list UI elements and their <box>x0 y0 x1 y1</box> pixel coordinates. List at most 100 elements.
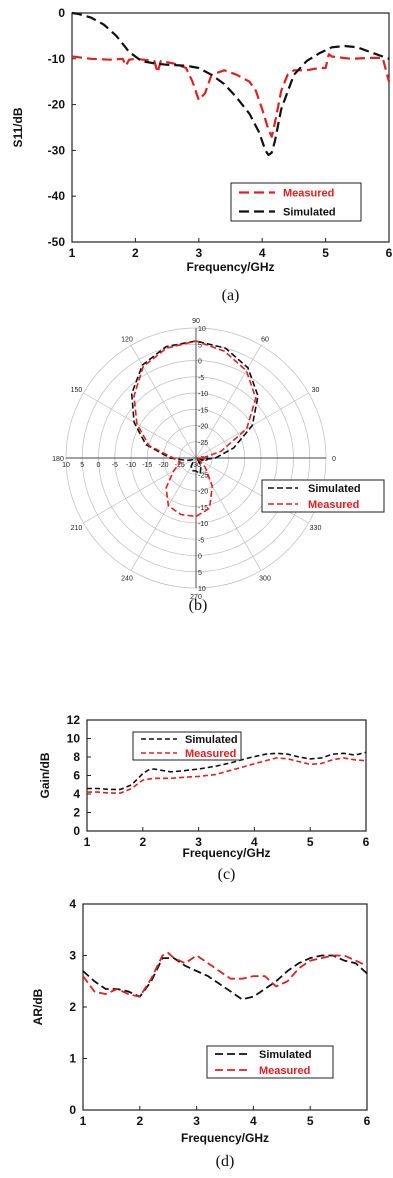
angle-label: 0 <box>332 456 336 463</box>
y-axis-title: AR/dB <box>31 988 45 1025</box>
chart-d: 1 2 3 4 5 601234Frequency/GHzAR/dBSimulatedMe… <box>31 897 371 1170</box>
legend-box <box>230 182 362 222</box>
series-line-measured <box>82 952 368 998</box>
x-tick-label: 6 <box>364 1114 371 1128</box>
y-tick-label: 0 <box>73 824 80 838</box>
radial-tick-label-bottom: 5 <box>198 570 202 577</box>
legend: Simulated Measured <box>206 1045 334 1079</box>
angle-label: 210 <box>71 525 83 532</box>
radial-tick-label-top: -25 <box>198 440 208 447</box>
radial-tick-label-top: 5 <box>198 342 202 349</box>
radial-tick-label-bottom: -10 <box>198 521 208 528</box>
figure-caption: (a) <box>222 287 240 304</box>
legend-label: Simulated <box>259 1049 312 1061</box>
radial-tick-label-left: -25 <box>175 462 185 469</box>
radial-tick-label-left: 0 <box>97 462 101 469</box>
angle-label: 60 <box>261 336 269 343</box>
x-tick-label: 2 <box>139 835 146 849</box>
x-tick-label: 5 <box>322 246 329 260</box>
y-tick-label: 6 <box>73 769 80 783</box>
radial-tick-label-top: 10 <box>198 326 206 333</box>
y-tick-label: 4 <box>69 897 76 911</box>
x-tick-label: 1 <box>80 1114 87 1128</box>
polar-spoke <box>130 457 197 571</box>
radial-tick-label-bottom: -30 <box>198 456 208 463</box>
y-tick-label: 10 <box>67 732 81 746</box>
y-tick-label: 1 <box>69 1052 76 1066</box>
radial-tick-label-bottom: 0 <box>198 554 202 561</box>
y-axis-title: Gain/dB <box>38 752 52 798</box>
legend-label: Measured <box>283 188 334 200</box>
legend: Measured Simulated <box>230 182 362 222</box>
x-tick-label: 4 <box>250 1114 257 1128</box>
x-tick-label: 4 <box>251 835 258 849</box>
radial-tick-label-left: -5 <box>112 462 118 469</box>
angle-label: 90 <box>192 318 200 325</box>
y-tick-label: 8 <box>73 750 80 764</box>
x-tick-label: 2 <box>136 1114 143 1128</box>
angle-label: 180 <box>52 456 64 463</box>
angle-label: 330 <box>310 525 322 532</box>
x-axis-title: Frequency/GHz <box>182 846 270 860</box>
angle-label: 120 <box>121 336 133 343</box>
y-tick-label: 4 <box>73 787 80 801</box>
figure-caption: (d) <box>216 1153 235 1170</box>
y-tick-label: 0 <box>58 6 65 20</box>
series-line-measured <box>71 53 391 138</box>
radial-tick-label-top: -5 <box>198 375 204 382</box>
radial-tick-label-left: 5 <box>80 462 84 469</box>
plot-frame <box>82 903 368 1111</box>
legend-label: Simulated <box>308 483 361 495</box>
x-tick-label: 6 <box>363 835 370 849</box>
radial-tick-label-bottom: -20 <box>198 489 208 496</box>
radial-tick-label-top: -30 <box>198 456 208 463</box>
y-tick-label: -10 <box>48 52 66 66</box>
angle-label: 270 <box>190 594 202 601</box>
y-tick-label: -50 <box>48 235 66 249</box>
radial-tick-label-left: -20 <box>158 462 168 469</box>
figure-caption: (c) <box>218 866 236 883</box>
radial-tick-label-top: -10 <box>198 391 208 398</box>
legend-label: Measured <box>259 1065 310 1077</box>
angle-label: 150 <box>71 387 83 394</box>
radial-tick-label-left: -30 <box>191 462 201 469</box>
y-tick-label: 2 <box>69 1000 76 1014</box>
x-tick-label: 4 <box>259 246 266 260</box>
figure-caption: (b) <box>189 597 208 614</box>
legend: Simulated Measured <box>132 731 242 761</box>
y-tick-label: -20 <box>48 98 66 112</box>
x-axis-title: Frequency/GHz <box>181 1131 269 1145</box>
y-tick-label: 12 <box>67 713 81 727</box>
radial-tick-label-left: 10 <box>62 462 70 469</box>
x-tick-label: 5 <box>307 1114 314 1128</box>
angle-label: 300 <box>259 576 271 583</box>
chart-c: 1 2 3 4 5 6024681012Frequency/GHzGain/dBSimul… <box>38 713 370 883</box>
chart-a: 1 2 3 4 5 6 0 -10 -20 -30 -40 -50 Frequency/GHz S11/d… <box>11 6 393 304</box>
legend-label: Simulated <box>283 207 336 219</box>
y-tick-label: 2 <box>73 806 80 820</box>
plot-frame <box>71 12 390 243</box>
y-axis-title: S11/dB <box>11 107 25 147</box>
y-tick-label: -40 <box>48 189 66 203</box>
series-line-simulated <box>71 11 390 157</box>
legend-label: Simulated <box>185 734 238 746</box>
angle-label: 30 <box>312 387 320 394</box>
legend-label: Measured <box>185 748 236 760</box>
series-line-simulated <box>82 954 368 1001</box>
radial-tick-label-top: -15 <box>198 407 208 414</box>
series-line-measured <box>87 757 367 794</box>
x-tick-label: 3 <box>195 835 202 849</box>
x-tick-label: 6 <box>386 246 393 260</box>
x-tick-label: 1 <box>84 835 91 849</box>
radial-tick-label-left: -15 <box>142 462 152 469</box>
radial-tick-label-bottom: -25 <box>198 472 208 479</box>
legend-box <box>132 731 242 761</box>
legend-box <box>206 1045 334 1079</box>
series-line-simulated <box>87 751 367 791</box>
x-axis-title: Frequency/GHz <box>186 260 274 274</box>
y-tick-label: 3 <box>69 949 76 963</box>
radial-tick-label-bottom: -5 <box>198 537 204 544</box>
x-tick-label: 3 <box>193 1114 200 1128</box>
polar-series-simulated <box>130 340 259 475</box>
